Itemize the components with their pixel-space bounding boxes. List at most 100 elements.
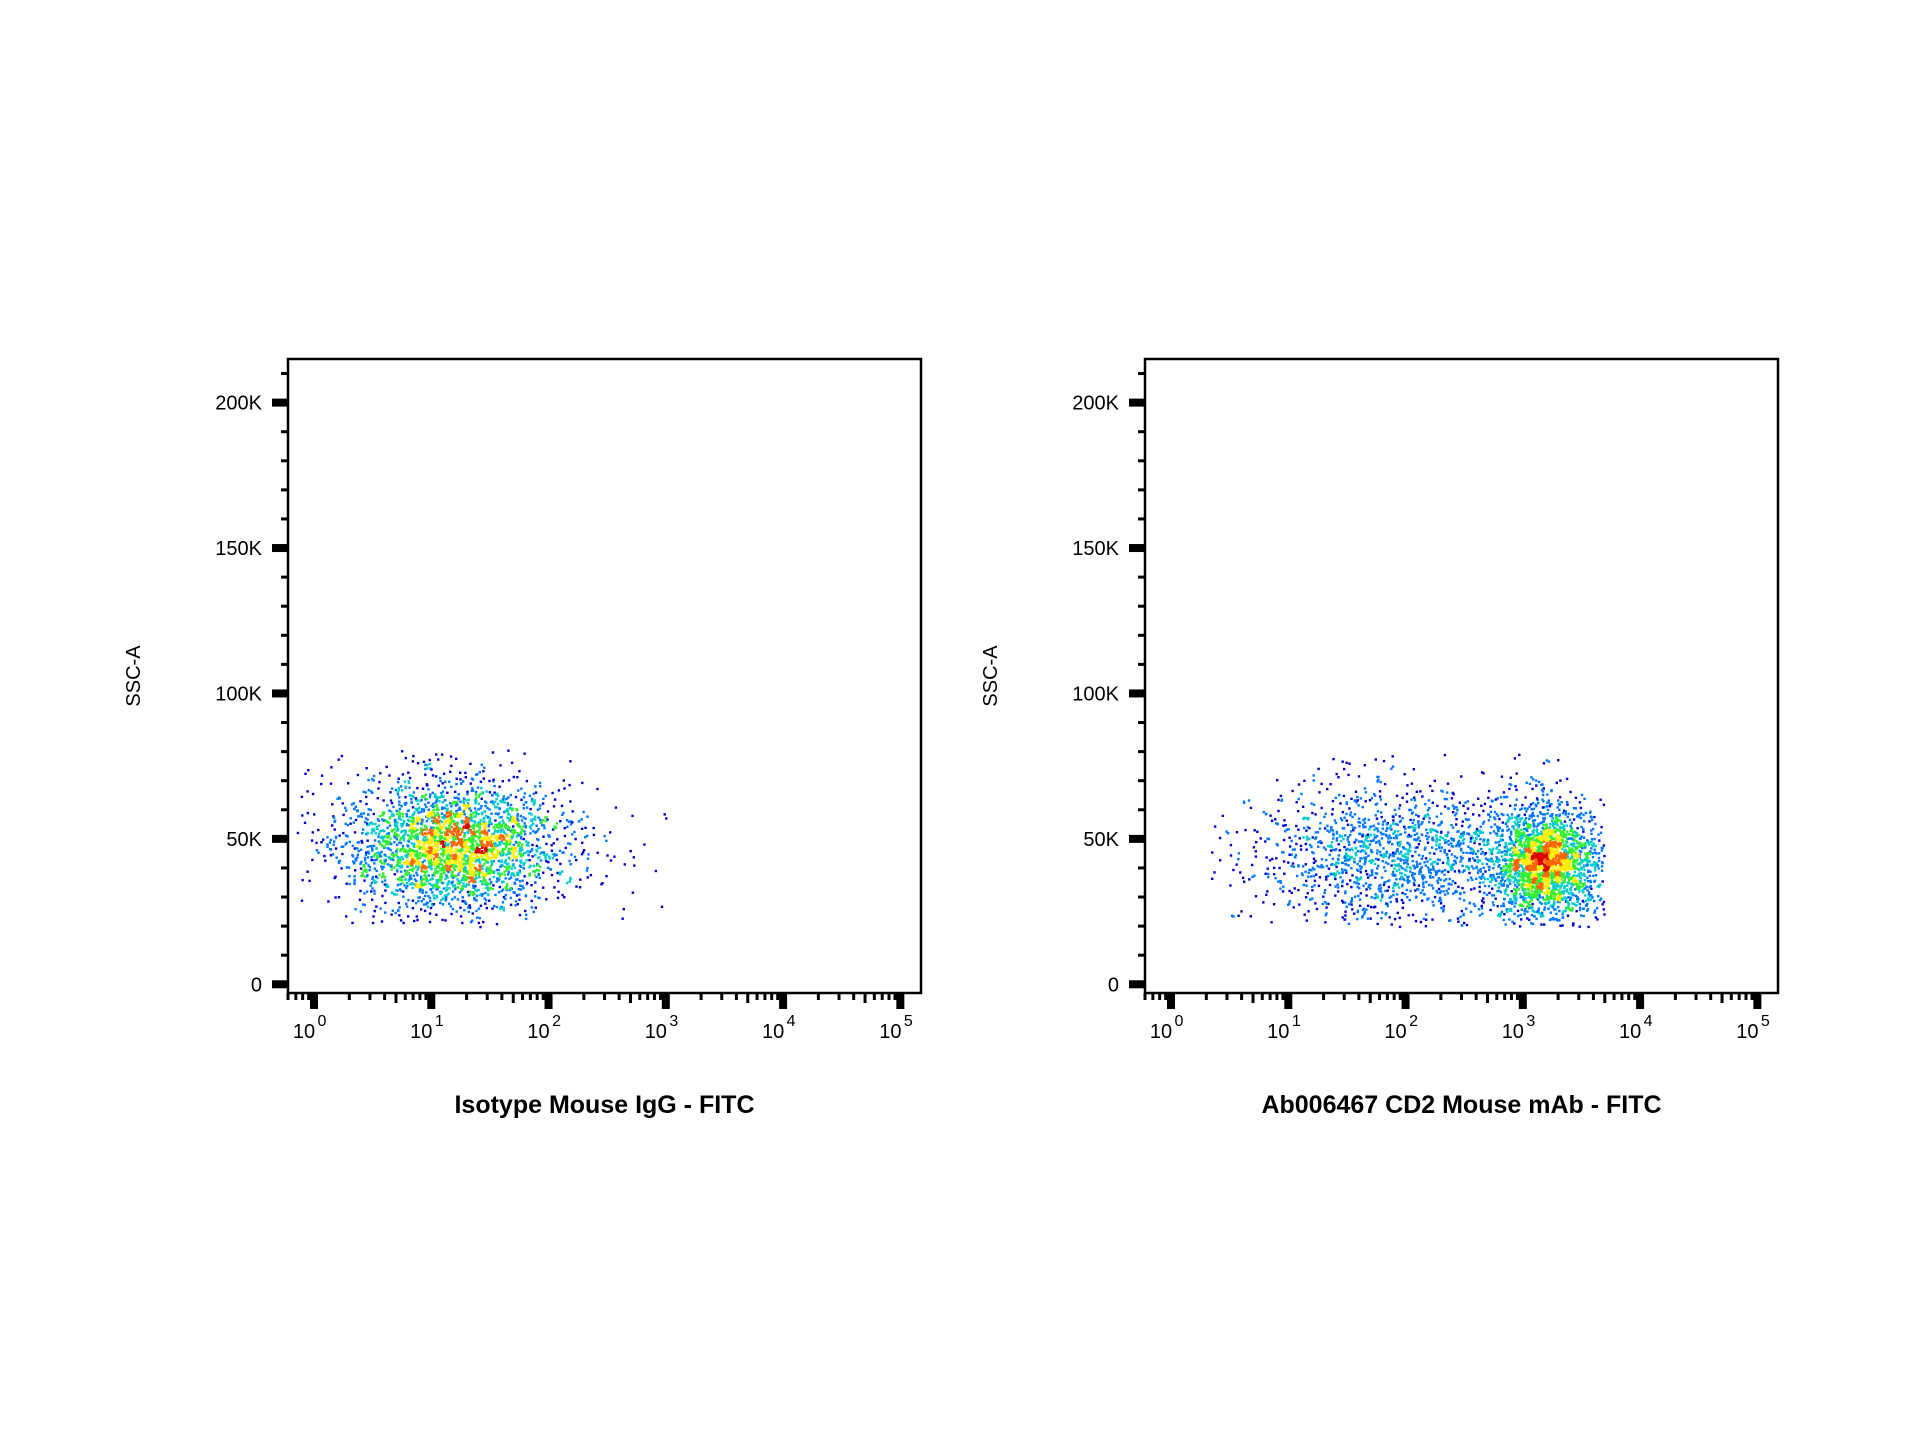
data-point	[1590, 847, 1593, 850]
data-point	[1514, 899, 1517, 902]
data-point	[395, 864, 398, 867]
data-point	[1482, 866, 1485, 869]
data-point	[420, 900, 423, 903]
data-point	[388, 774, 391, 777]
data-point	[383, 876, 387, 879]
data-point	[533, 799, 536, 802]
data-point	[446, 844, 450, 847]
data-point	[354, 805, 357, 808]
data-point	[388, 857, 391, 860]
data-point	[428, 758, 431, 762]
data-point	[1603, 854, 1606, 858]
data-point	[512, 852, 516, 855]
data-point	[378, 873, 381, 876]
data-point	[465, 861, 469, 864]
data-point	[378, 780, 381, 784]
data-point	[440, 898, 443, 902]
data-point	[1517, 875, 1520, 878]
data-point	[421, 833, 424, 836]
data-point	[467, 894, 470, 897]
data-point	[334, 896, 337, 899]
data-point	[452, 884, 455, 888]
data-point	[382, 799, 385, 802]
data-point	[1531, 922, 1535, 926]
data-point	[1513, 757, 1517, 760]
data-point	[498, 875, 501, 878]
data-point	[403, 862, 406, 865]
data-point	[482, 858, 485, 861]
data-point	[447, 853, 450, 856]
data-point	[427, 808, 430, 811]
data-point	[459, 842, 462, 845]
data-point	[423, 894, 427, 898]
data-point	[1593, 848, 1596, 851]
data-point	[420, 881, 423, 884]
data-point	[1534, 877, 1538, 880]
data-point	[399, 919, 403, 922]
data-point	[535, 830, 539, 833]
data-point	[1521, 884, 1524, 887]
data-point	[1549, 853, 1552, 856]
data-point	[367, 778, 370, 782]
data-point	[401, 812, 405, 816]
data-point	[442, 840, 446, 843]
data-point	[478, 770, 481, 774]
data-point	[509, 852, 512, 855]
data-point	[337, 758, 340, 761]
data-point	[411, 882, 414, 885]
data-point	[496, 849, 499, 852]
data-point	[1527, 880, 1530, 883]
data-point	[436, 888, 439, 891]
data-point	[447, 814, 451, 818]
data-point	[441, 897, 445, 900]
data-point	[381, 829, 385, 832]
data-point	[1562, 845, 1566, 848]
data-point	[519, 884, 522, 887]
data-point	[440, 753, 444, 756]
data-point	[497, 868, 500, 872]
data-point	[367, 852, 371, 855]
data-point	[504, 842, 507, 845]
data-point	[485, 850, 489, 853]
data-point	[412, 830, 415, 833]
data-point	[1500, 812, 1503, 816]
data-point	[1523, 841, 1526, 844]
data-point	[357, 849, 360, 853]
data-point	[499, 829, 503, 832]
data-point	[518, 849, 521, 853]
data-point	[396, 825, 399, 828]
data-point	[428, 896, 432, 900]
data-point	[506, 801, 509, 805]
data-point	[519, 831, 523, 834]
data-point	[373, 867, 377, 870]
data-point	[1568, 908, 1572, 912]
data-point	[1518, 882, 1521, 885]
data-point	[1510, 890, 1513, 893]
data-point	[383, 845, 386, 848]
data-point	[340, 754, 344, 758]
data-point	[352, 802, 355, 805]
data-point	[376, 818, 379, 821]
data-point	[433, 872, 436, 875]
data-point	[373, 852, 377, 856]
data-point	[1547, 828, 1551, 831]
data-point	[329, 782, 333, 785]
data-point	[488, 791, 492, 794]
data-point	[407, 840, 411, 843]
data-point	[495, 836, 498, 839]
data-point	[1563, 833, 1566, 837]
data-point	[1525, 857, 1528, 860]
data-point	[503, 811, 506, 814]
data-point	[1525, 883, 1529, 886]
data-point	[511, 872, 514, 875]
data-point	[521, 843, 524, 846]
data-point	[379, 815, 382, 818]
data-point	[360, 839, 363, 843]
data-point	[434, 840, 437, 843]
data-point	[1472, 867, 1475, 870]
data-point	[397, 786, 401, 790]
data-point	[483, 820, 486, 823]
data-point	[411, 899, 415, 902]
data-point	[533, 870, 537, 874]
